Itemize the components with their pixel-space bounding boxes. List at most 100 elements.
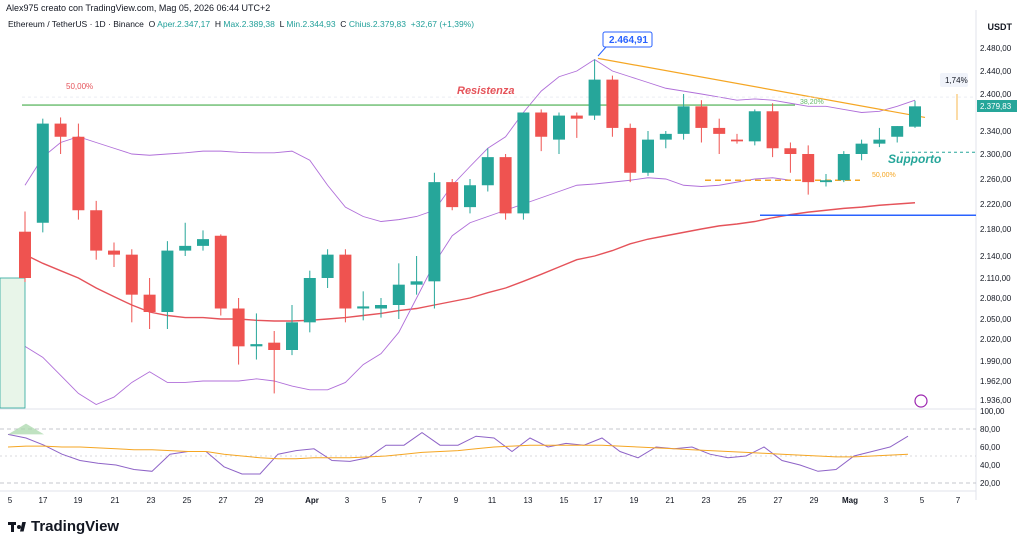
candle-body [642,139,654,173]
close-label: C [340,19,347,29]
candle-body [784,148,797,154]
price-tick: 2.440,00 [980,67,1012,76]
symbol-legend: Ethereum / TetherUS · 1D · Binance O Ape… [8,19,474,29]
price-tick: 1.990,00 [980,357,1012,366]
time-tick: 21 [666,496,675,505]
low-value: Min.2.344,93 [286,19,336,29]
support-label: Supporto [888,152,941,166]
price-tick: 2.220,00 [980,200,1012,209]
time-tick: 3 [345,496,350,505]
candle-body [214,235,227,309]
rsi-tick: 20,00 [980,479,1001,488]
price-tick: 2.140,00 [980,252,1012,261]
candle-body [143,294,156,312]
time-tick: 25 [738,496,747,505]
candle-body [606,79,619,128]
time-tick: 27 [219,496,228,505]
candle-body [873,139,886,144]
time-tick: 11 [488,496,497,505]
time-tick: 3 [884,496,889,505]
change-value: +32,67 (+1,39%) [410,19,475,29]
candle-body [428,182,441,282]
candle-body [54,123,67,137]
time-tick: 5 [382,496,387,505]
time-tick: 17 [39,496,48,505]
time-tick: 7 [418,496,423,505]
candle-body [802,154,815,183]
candle-body [731,139,743,142]
overlays [0,57,976,409]
candle-body [553,115,565,140]
candle-body [250,344,263,347]
time-tick: 17 [594,496,603,505]
fib-top-label: 50,00% [66,82,93,91]
change-badge: 1,74% [945,76,968,85]
candle-body [588,79,601,116]
price-axis: 2.480,00 2.440,00 2.400,00 2.340,00 2.300,00… [975,10,1012,500]
price-tick: 2.340,00 [980,127,1012,136]
candle-body [766,111,779,149]
time-tick: 19 [630,496,639,505]
candle-body [375,305,387,309]
price-tag-box [977,100,1017,112]
time-tick: 9 [454,496,459,505]
price-tick: 1.936,00 [980,396,1012,405]
candle-body [232,308,245,347]
price-tag: 2.379,83 [980,102,1012,111]
candle-body [197,239,209,246]
peak-label: 2.464,91 [609,35,648,46]
candle-body [891,126,904,137]
price-tick: 2.080,00 [980,294,1012,303]
rsi-pane: 100,00 80,00 60,00 40,00 20,00 [0,407,1005,488]
time-tick: 5 [8,496,13,505]
rsi-tick: 80,00 [980,425,1001,434]
time-tick: 7 [956,496,961,505]
position-box [0,277,26,409]
annotations: Resistenza Supporto 50,00% 38,20% 50,00% 2.46… [66,31,1017,408]
candle-body [517,112,530,214]
bollinger-lower [24,177,791,406]
candle-body [446,182,459,208]
candle-body [161,250,174,312]
currency-label[interactable]: USDT [987,22,1013,32]
time-axis: 5 17 19 21 23 25 27 29 Apr 3 5 7 9 11 13 15 17 19 21 23 25 27… [0,490,976,505]
candle-body [108,250,120,255]
bollinger-upper [24,58,916,222]
candle-body [19,231,31,278]
time-tick: 29 [255,496,264,505]
price-tick: 2.480,00 [980,44,1012,53]
candle-body [820,180,832,183]
candle-body [179,245,192,251]
candle-body [837,154,850,181]
time-tick: 25 [183,496,192,505]
price-tick: 2.300,00 [980,150,1012,159]
candle-body [499,157,512,214]
candle-body [357,306,370,309]
fib-mid-label: 38,20% [800,99,824,106]
time-tick: 23 [702,496,711,505]
time-tick: Apr [305,496,319,505]
rsi-overbought-fill [8,423,44,435]
author-line: Alex975 creato con TradingView.com, Mag … [6,3,271,13]
rsi-tick: 100,00 [980,407,1005,416]
brand-name: TradingView [31,518,120,535]
candle-body [125,254,138,295]
alert-icon [914,394,928,408]
candle-body [339,254,352,309]
ma-line [24,202,916,322]
open-label: O [148,19,156,29]
candle-body [303,278,316,323]
candle-body [713,127,726,134]
open-value: Aper.2.347,17 [157,19,211,29]
time-tick: 29 [810,496,819,505]
time-tick: 23 [147,496,156,505]
close-value: Chius.2.379,83 [348,19,406,29]
price-tick: 2.180,00 [980,225,1012,234]
candle-body [677,106,690,134]
symbol-name[interactable]: Ethereum / TetherUS · 1D · Binance [8,19,144,29]
candle-body [268,342,281,350]
rsi-tick: 60,00 [980,443,1001,452]
candle-body [748,111,761,142]
candle-body [90,210,103,251]
